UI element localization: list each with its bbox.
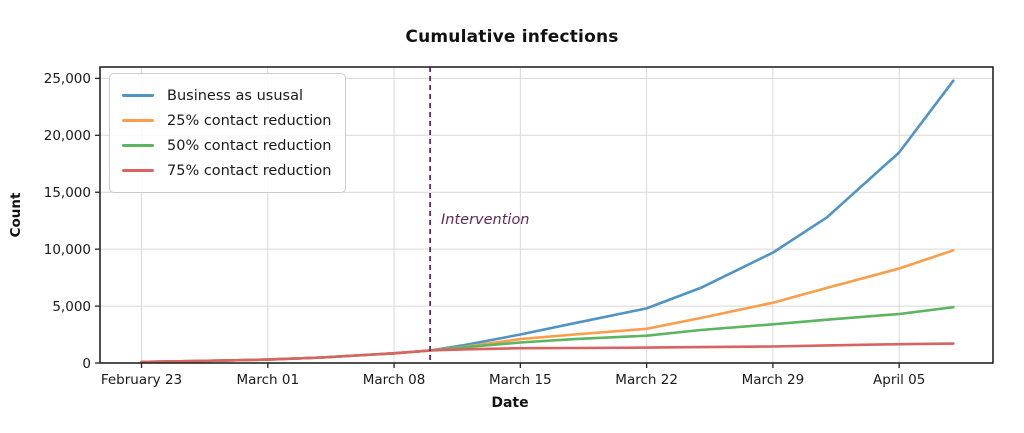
- y-tick-label: 5,000: [52, 299, 91, 315]
- legend-label: 75% contact reduction: [167, 162, 332, 179]
- legend-item-50-contact-reduction: 50% contact reduction: [122, 133, 331, 158]
- series-line-2: [140, 305, 955, 364]
- legend-line-swatch-green: [122, 144, 154, 147]
- chart-title: Cumulative infections: [405, 27, 619, 47]
- x-axis-label: Date: [491, 395, 529, 411]
- x-tick-label: March 01: [236, 372, 299, 388]
- legend-line-swatch-orange: [122, 119, 154, 122]
- legend-item-25-contact-reduction: 25% contact reduction: [122, 108, 331, 133]
- legend-line-swatch-red: [122, 169, 154, 172]
- legend-item-business-as-usual: Business as ususal: [122, 83, 331, 108]
- legend: Business as ususal 25% contact reduction…: [109, 73, 347, 193]
- y-tick-label: 10,000: [44, 242, 91, 258]
- plot-border: [99, 66, 994, 364]
- x-tick-label: March 15: [489, 372, 552, 388]
- y-tick-label: 25,000: [44, 71, 91, 87]
- legend-item-75-contact-reduction: 75% contact reduction: [122, 158, 331, 183]
- y-tick-label: 0: [82, 356, 91, 372]
- x-tick-label: April 05: [873, 372, 925, 388]
- x-tick-label: March 22: [615, 372, 678, 388]
- y-tick-label: 15,000: [44, 185, 91, 201]
- legend-label: 50% contact reduction: [167, 137, 332, 154]
- x-tick-label: February 23: [101, 372, 182, 388]
- legend-label: Business as ususal: [167, 87, 304, 104]
- y-axis-label: Count: [8, 192, 24, 238]
- intervention-annotation: Intervention: [441, 212, 530, 228]
- series-line-3: [140, 342, 955, 364]
- legend-label: 25% contact reduction: [167, 112, 332, 129]
- legend-line-swatch-blue: [122, 94, 154, 97]
- y-tick-label: 20,000: [44, 128, 91, 144]
- x-tick-label: March 08: [363, 372, 426, 388]
- x-tick-label: March 29: [742, 372, 805, 388]
